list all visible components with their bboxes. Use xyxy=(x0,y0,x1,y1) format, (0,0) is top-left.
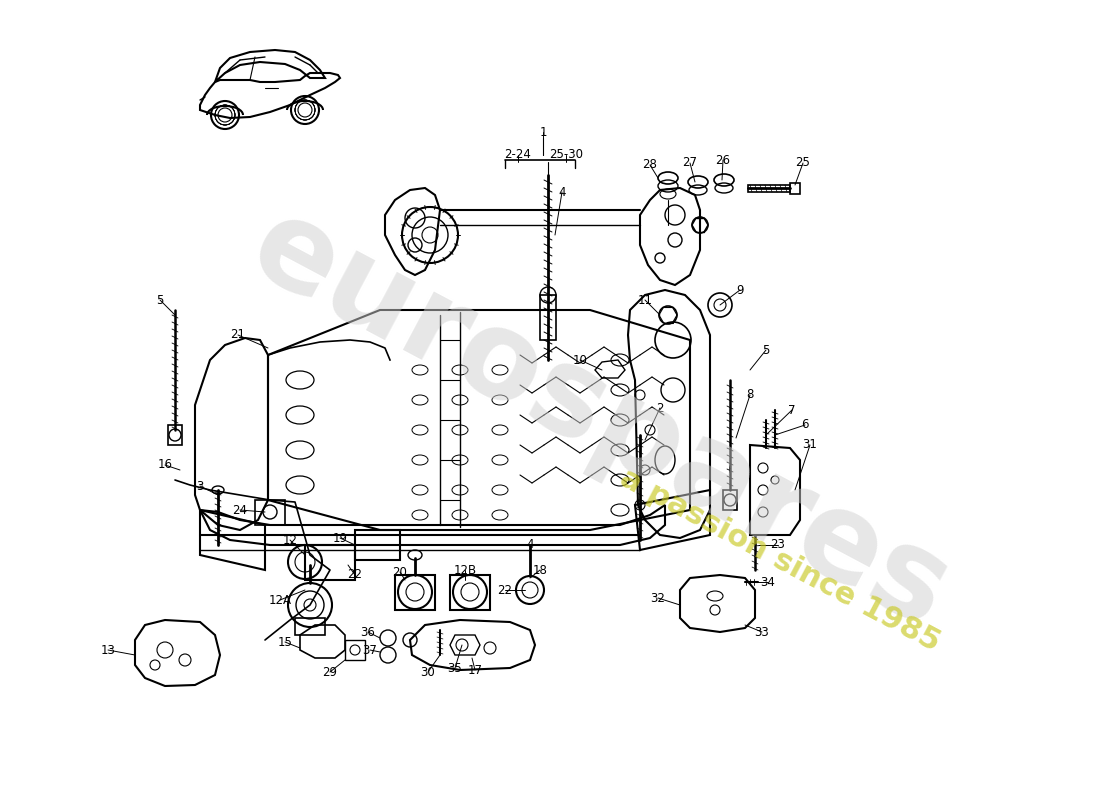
Text: 10: 10 xyxy=(573,354,587,366)
Text: 15: 15 xyxy=(277,635,293,649)
Text: 3: 3 xyxy=(196,479,204,493)
Text: 16: 16 xyxy=(157,458,173,471)
Text: 11: 11 xyxy=(638,294,652,306)
Text: 12B: 12B xyxy=(453,563,476,577)
Text: a passion since 1985: a passion since 1985 xyxy=(615,463,945,657)
Text: 22: 22 xyxy=(497,583,513,597)
Text: 6: 6 xyxy=(801,418,808,431)
Text: 18: 18 xyxy=(532,563,548,577)
Text: 4: 4 xyxy=(526,538,534,551)
Text: 5: 5 xyxy=(762,343,770,357)
Text: 21: 21 xyxy=(231,329,245,342)
Text: 2-24: 2-24 xyxy=(505,149,531,162)
Text: 25-30: 25-30 xyxy=(549,149,583,162)
Text: 36: 36 xyxy=(361,626,375,638)
Text: 12: 12 xyxy=(283,534,297,546)
Text: 35: 35 xyxy=(448,662,462,674)
Text: 31: 31 xyxy=(803,438,817,451)
Text: 4: 4 xyxy=(558,186,565,198)
Text: 1: 1 xyxy=(539,126,547,138)
Text: 13: 13 xyxy=(100,643,116,657)
Text: 29: 29 xyxy=(322,666,338,678)
Text: 27: 27 xyxy=(682,157,697,170)
Text: 33: 33 xyxy=(755,626,769,638)
Text: 30: 30 xyxy=(420,666,436,678)
Text: 2: 2 xyxy=(657,402,663,414)
Text: 25: 25 xyxy=(795,157,811,170)
Text: 17: 17 xyxy=(468,663,483,677)
Text: 19: 19 xyxy=(332,531,348,545)
Text: 34: 34 xyxy=(760,575,775,589)
Text: 22: 22 xyxy=(348,569,363,582)
Text: 7: 7 xyxy=(789,403,795,417)
Text: 24: 24 xyxy=(232,503,248,517)
Text: 37: 37 xyxy=(363,643,377,657)
Text: 26: 26 xyxy=(715,154,730,166)
Text: 28: 28 xyxy=(642,158,658,171)
Text: 9: 9 xyxy=(736,283,744,297)
Text: 5: 5 xyxy=(156,294,164,306)
Text: 8: 8 xyxy=(746,389,754,402)
Text: 20: 20 xyxy=(393,566,407,578)
Text: 32: 32 xyxy=(650,591,666,605)
Text: 12A: 12A xyxy=(268,594,292,606)
Text: 23: 23 xyxy=(771,538,785,551)
Text: eurospares: eurospares xyxy=(231,187,969,653)
